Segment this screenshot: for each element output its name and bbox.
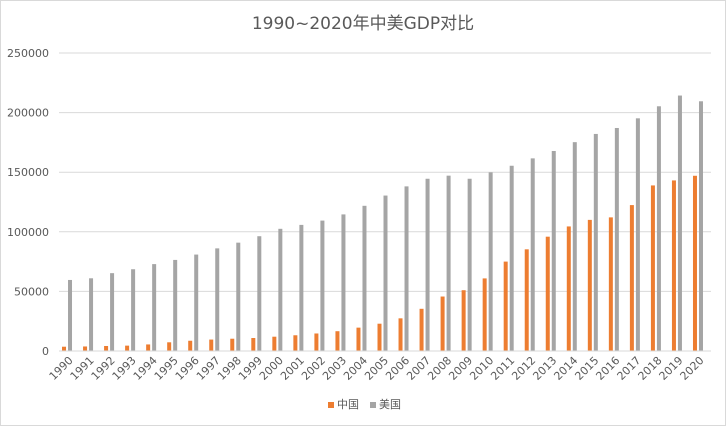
y-tick-label: 50000 [14,285,49,298]
bar-china-2020 [692,175,697,351]
bar-usa-2014 [572,142,577,351]
y-tick-label: 150000 [7,166,49,179]
legend-item-1: 美国 [370,398,401,411]
bar-usa-2011 [509,165,514,351]
bar-usa-1993 [131,269,136,351]
bar-usa-1996 [194,254,199,351]
bar-china-1995 [167,342,172,351]
bar-usa-2007 [425,178,430,351]
bar-usa-2003 [341,214,346,351]
bar-china-2007 [419,308,424,351]
bar-china-2017 [629,205,634,351]
legend-swatch [370,402,376,408]
bar-china-1991 [83,346,88,351]
bar-usa-2002 [320,220,325,351]
bar-usa-2008 [446,175,451,351]
bar-china-1999 [251,338,256,351]
bar-usa-2004 [362,205,367,351]
bar-china-1997 [209,339,214,351]
bar-china-2012 [524,249,529,351]
legend-item-0: 中国 [328,398,359,411]
bar-china-2008 [440,296,445,351]
bar-china-2016 [608,217,613,351]
bar-usa-1997 [215,248,220,351]
bar-usa-1999 [257,236,262,351]
legend-swatch [328,402,334,408]
bar-usa-2005 [383,195,388,351]
bar-china-2000 [272,336,277,351]
y-tick-label: 250000 [7,47,49,60]
bar-china-2004 [356,327,361,351]
bar-usa-1992 [110,273,115,351]
bar-usa-2001 [299,224,304,351]
bar-usa-1995 [173,259,178,351]
chart-title: 1990~2020年中美GDP对比 [251,14,475,34]
y-tick-label: 0 [42,345,49,358]
bar-china-1994 [146,344,151,351]
bar-usa-2016 [614,127,619,351]
bar-usa-1998 [236,242,241,351]
bar-china-1998 [230,338,235,351]
bar-china-1992 [104,345,109,351]
bar-usa-2017 [635,118,640,351]
bar-usa-2009 [467,178,472,351]
bar-china-2019 [671,180,676,351]
y-tick-label: 200000 [7,107,49,120]
bar-china-2006 [398,318,403,351]
bar-usa-2010 [488,172,493,351]
bar-china-2010 [482,278,487,351]
bar-usa-2006 [404,186,409,351]
bar-usa-1991 [89,278,94,351]
bar-usa-2019 [677,95,682,351]
bar-china-2001 [293,335,298,351]
bar-usa-2018 [656,106,661,351]
bar-usa-2000 [278,228,283,351]
legend-label: 美国 [379,398,401,411]
bar-usa-2020 [698,101,703,351]
bar-usa-2015 [593,133,598,351]
bar-china-2002 [314,333,319,351]
y-tick-label: 100000 [7,226,49,239]
bar-china-1993 [125,345,130,351]
legend-label: 中国 [337,398,359,411]
bar-usa-2012 [530,158,535,351]
bar-china-1996 [188,340,193,351]
bar-china-1990 [62,346,67,351]
bar-usa-1994 [152,264,157,351]
bar-china-2014 [566,226,571,351]
bar-china-2015 [587,219,592,351]
bar-china-2013 [545,236,550,351]
bar-usa-1990 [68,279,73,351]
bar-china-2003 [335,331,340,351]
bar-china-2011 [503,261,508,351]
bar-china-2018 [650,185,655,351]
bar-china-2005 [377,323,382,351]
x-tick-label: 2020 [678,354,707,383]
bar-usa-2013 [551,150,556,351]
bar-china-2009 [461,290,466,351]
